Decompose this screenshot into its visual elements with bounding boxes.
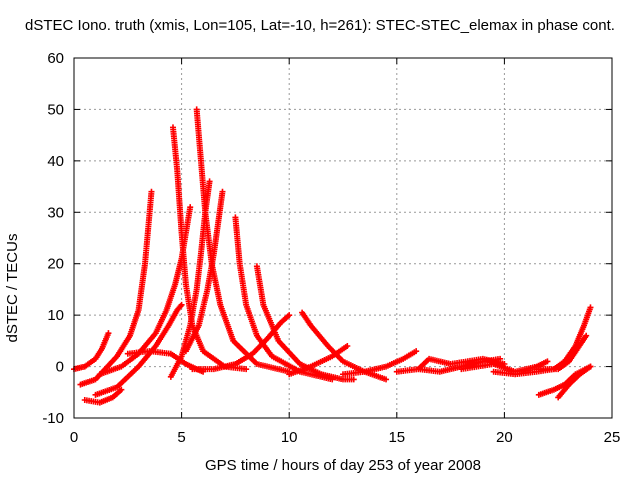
data-point [187, 204, 194, 211]
data-series [189, 312, 293, 373]
x-tick-label: 0 [70, 429, 78, 446]
x-tick-label: 5 [177, 429, 185, 446]
data-point [243, 366, 250, 373]
data-point [383, 376, 390, 383]
data-point [350, 376, 357, 383]
data-series [92, 301, 185, 398]
data-series [286, 343, 351, 378]
data-point [587, 304, 594, 311]
data-series [77, 188, 155, 388]
y-tick-label: 20 [47, 256, 64, 273]
x-axis-label: GPS time / hours of day 253 of year 2008 [205, 457, 481, 474]
chart-title: dSTEC Iono. truth (xmis, Lon=105, Lat=-1… [25, 17, 615, 34]
x-tick-label: 15 [388, 429, 405, 446]
data-series [340, 348, 420, 378]
data-point [544, 358, 551, 365]
data-point [105, 330, 112, 337]
x-tick-label: 25 [604, 429, 621, 446]
x-tick-label: 10 [281, 429, 298, 446]
plot-frame [73, 57, 613, 419]
data-marks [71, 106, 594, 406]
data-point [501, 361, 508, 367]
y-tick-label: 30 [47, 204, 64, 221]
y-tick-label: 50 [47, 101, 64, 118]
y-tick-label: 0 [56, 359, 64, 376]
data-point [344, 343, 351, 349]
data-point [219, 188, 226, 195]
data-point [587, 363, 594, 370]
data-series [253, 263, 357, 383]
data-point [497, 355, 504, 362]
data-point [413, 348, 420, 355]
data-series [81, 386, 125, 406]
data-point [206, 178, 213, 185]
data-series [533, 332, 590, 373]
data-point [583, 332, 590, 339]
data-series [96, 204, 194, 378]
x-tick-label: 20 [496, 429, 513, 446]
data-point [178, 301, 185, 308]
data-point [118, 386, 125, 393]
data-series [71, 330, 112, 373]
data-series [555, 363, 594, 401]
data-series [182, 188, 226, 355]
y-tick-label: 60 [47, 50, 64, 67]
y-tick-label: -10 [42, 410, 64, 427]
data-point [148, 188, 155, 195]
y-tick-label: 40 [47, 153, 64, 170]
y-tick-label: 10 [47, 307, 64, 324]
data-point [286, 312, 293, 319]
y-axis-label: dSTEC / TECUs [4, 233, 21, 343]
